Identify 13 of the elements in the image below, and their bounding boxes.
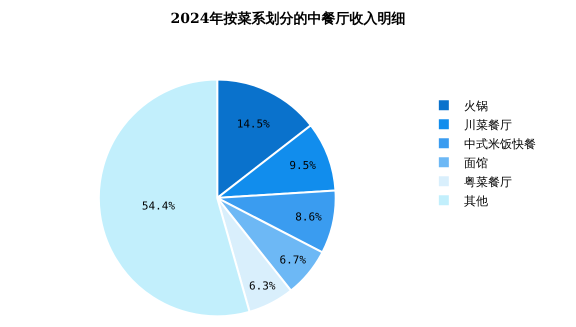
data-label: 14.5%: [236, 118, 270, 131]
legend-label: 其他: [464, 194, 488, 208]
legend-label: 中式米饭快餐: [464, 136, 536, 151]
legend-label: 火锅: [464, 98, 488, 113]
data-label: 6.3%: [249, 279, 276, 292]
data-label: 9.5%: [289, 159, 316, 172]
legend-label: 粤菜餐厅: [464, 174, 512, 189]
chart-title: 2024年按菜系划分的中餐厅收入明细: [170, 10, 406, 27]
data-label: 6.7%: [280, 254, 306, 267]
legend-label: 川菜餐厅: [464, 118, 512, 132]
data-label: 8.6%: [295, 210, 322, 224]
legend-label: 面馆: [464, 156, 488, 170]
data-label: 54.4%: [142, 200, 176, 213]
